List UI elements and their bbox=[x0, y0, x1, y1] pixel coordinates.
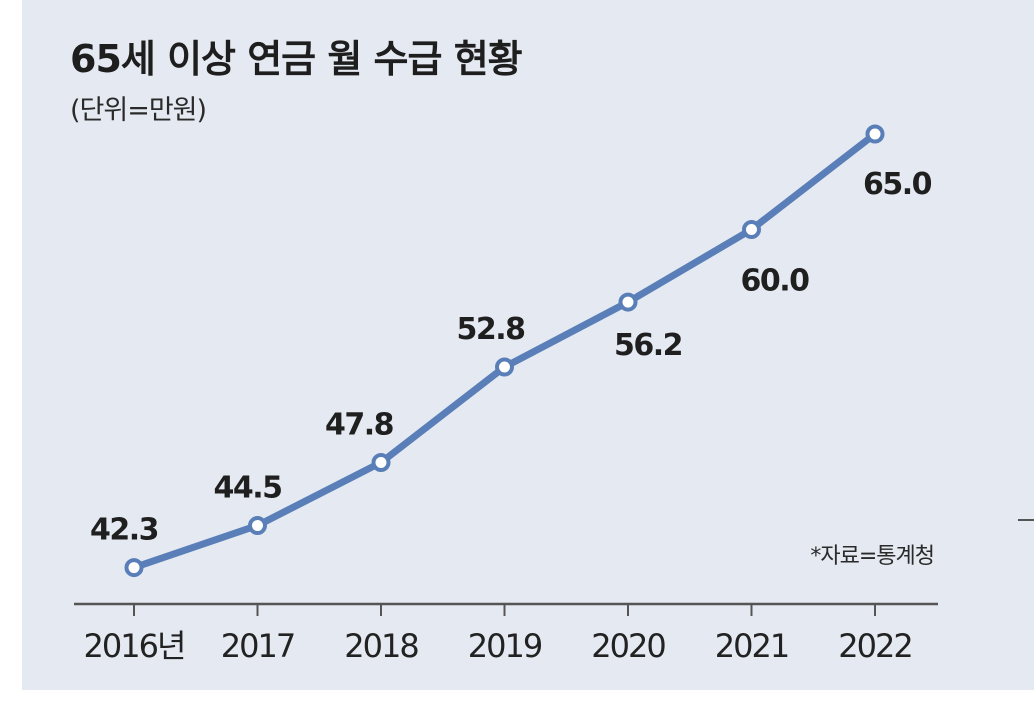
data-label: 42.3 bbox=[90, 513, 158, 548]
data-label: 60.0 bbox=[740, 264, 809, 299]
data-point bbox=[371, 453, 391, 473]
data-point-layer bbox=[124, 124, 885, 578]
x-tick-label: 2016년 bbox=[84, 627, 185, 665]
x-tick-label-layer: 2016년 2017 2018 2019 2020 2021 2022 bbox=[84, 627, 914, 665]
data-label: 56.2 bbox=[614, 328, 682, 363]
data-point bbox=[618, 292, 638, 312]
source-note: *자료=통계청 bbox=[810, 544, 935, 569]
x-tick-label: 2017 bbox=[221, 627, 294, 665]
chart-unit-label: (단위=만원) bbox=[70, 95, 207, 126]
data-point bbox=[742, 220, 761, 239]
data-label-layer: 42.3 44.5 47.8 52.8 56.2 60.0 65.0 bbox=[90, 167, 933, 548]
chart-panel bbox=[22, 0, 1034, 690]
data-point bbox=[248, 516, 267, 536]
data-label: 52.8 bbox=[456, 312, 525, 347]
data-label: 65.0 bbox=[863, 167, 932, 202]
x-tick-label: 2022 bbox=[838, 627, 911, 665]
x-axis bbox=[74, 602, 938, 616]
x-tick-label: 2018 bbox=[344, 627, 418, 665]
x-tick-label: 2019 bbox=[468, 627, 542, 665]
adjacent-chart-tick bbox=[1018, 519, 1034, 521]
data-label: 47.8 bbox=[325, 408, 394, 443]
data-label: 44.5 bbox=[213, 471, 281, 506]
x-tick-label: 2020 bbox=[591, 627, 665, 665]
data-point bbox=[495, 357, 514, 377]
data-point bbox=[124, 558, 144, 578]
chart-title: 65세 이상 연금 월 수급 현황 bbox=[70, 37, 523, 81]
data-point bbox=[865, 124, 885, 144]
x-tick-label: 2021 bbox=[715, 627, 788, 665]
